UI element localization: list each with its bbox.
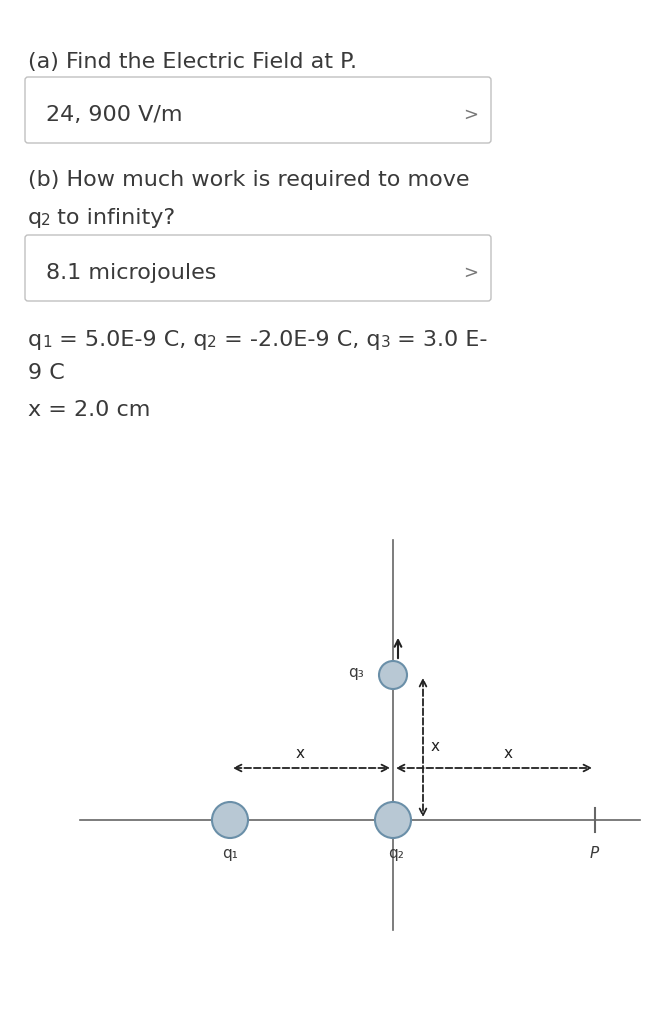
Text: 9 C: 9 C <box>28 363 65 383</box>
Text: 2: 2 <box>41 213 51 228</box>
Text: = -2.0E-9 C, q: = -2.0E-9 C, q <box>217 330 380 350</box>
Circle shape <box>375 802 411 838</box>
Text: 3: 3 <box>380 335 390 350</box>
Circle shape <box>212 802 248 838</box>
Text: (b) How much work is required to move: (b) How much work is required to move <box>28 170 470 190</box>
Text: x: x <box>431 739 440 754</box>
FancyBboxPatch shape <box>25 235 491 301</box>
Text: q: q <box>28 208 42 228</box>
Text: q₂: q₂ <box>388 846 404 861</box>
Text: = 5.0E-9 C, q: = 5.0E-9 C, q <box>51 330 207 350</box>
Text: x = 2.0 cm: x = 2.0 cm <box>28 400 150 420</box>
Text: x: x <box>504 746 513 761</box>
Text: >: > <box>463 264 478 282</box>
Text: q₃: q₃ <box>348 665 364 680</box>
Text: = 3.0 E-: = 3.0 E- <box>390 330 488 350</box>
Text: 2: 2 <box>207 335 217 350</box>
Text: 24, 900 V/m: 24, 900 V/m <box>46 105 182 125</box>
Text: q: q <box>28 330 42 350</box>
Text: P: P <box>590 846 599 861</box>
Text: to infinity?: to infinity? <box>50 208 175 228</box>
Text: 8.1 microjoules: 8.1 microjoules <box>46 263 216 283</box>
FancyBboxPatch shape <box>25 77 491 143</box>
Text: 1: 1 <box>42 335 51 350</box>
Text: >: > <box>463 106 478 124</box>
Text: x: x <box>296 746 305 761</box>
Circle shape <box>379 661 407 689</box>
Text: (a) Find the Electric Field at P.: (a) Find the Electric Field at P. <box>28 52 357 72</box>
Text: q₁: q₁ <box>222 846 238 861</box>
